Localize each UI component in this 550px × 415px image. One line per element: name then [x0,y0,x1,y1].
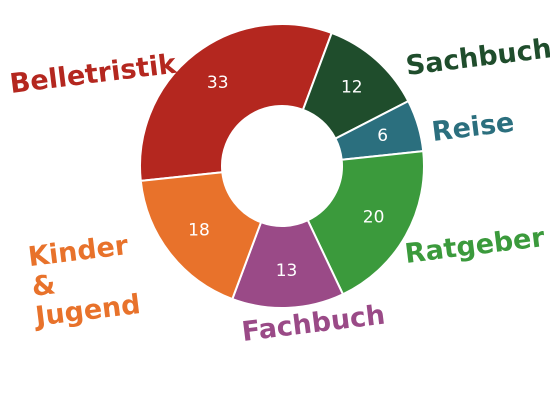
value-label: 18 [188,220,210,240]
donut-segment [139,171,263,301]
donut-segment [139,23,333,182]
category-label: Kinder & Jugend [26,230,143,333]
value-label: 13 [276,261,298,281]
value-label: 20 [363,207,385,227]
value-label: 6 [377,126,388,146]
donut-segment [306,150,425,296]
value-label: 12 [341,78,363,98]
value-label: 33 [207,73,229,93]
